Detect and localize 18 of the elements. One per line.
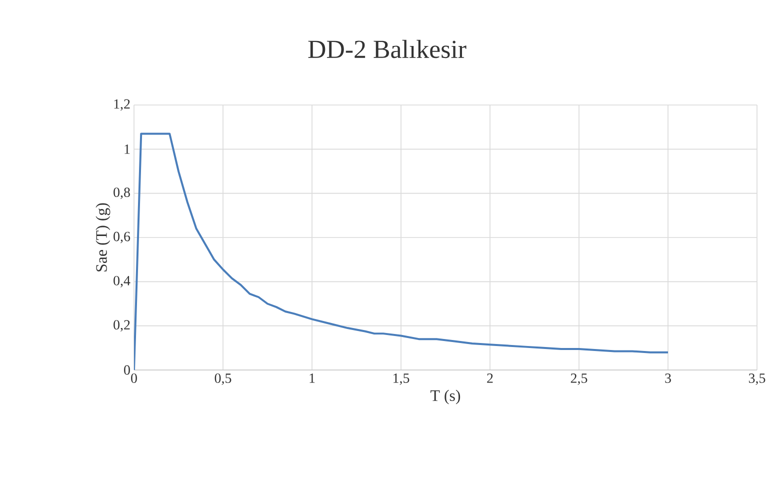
chart-title: DD-2 Balıkesir xyxy=(308,40,466,58)
y-tick-label: 1 xyxy=(124,144,130,154)
x-tick-label: 1,5 xyxy=(394,374,410,385)
y-tick-label: 0 xyxy=(124,365,130,375)
y-tick-label: 0,6 xyxy=(114,232,130,244)
x-tick-label: 1 xyxy=(310,374,315,383)
y-tick-label: 0,8 xyxy=(114,188,130,200)
x-tick-label: 0,5 xyxy=(214,374,232,385)
x-axis-title: T (s) xyxy=(430,390,460,404)
x-tick-label: 0 xyxy=(131,374,137,383)
y-tick-label: 1,2 xyxy=(114,99,130,111)
y-tick-label: 0,2 xyxy=(114,320,130,332)
x-tick-label: 3 xyxy=(665,374,671,383)
y-axis-title: Sae (T) (g) xyxy=(96,203,110,272)
y-tick-label: 0,4 xyxy=(114,276,130,288)
x-tick-label: 3,5 xyxy=(748,374,766,385)
x-tick-label: 2 xyxy=(487,374,493,383)
x-tick-label: 2,5 xyxy=(570,374,588,385)
